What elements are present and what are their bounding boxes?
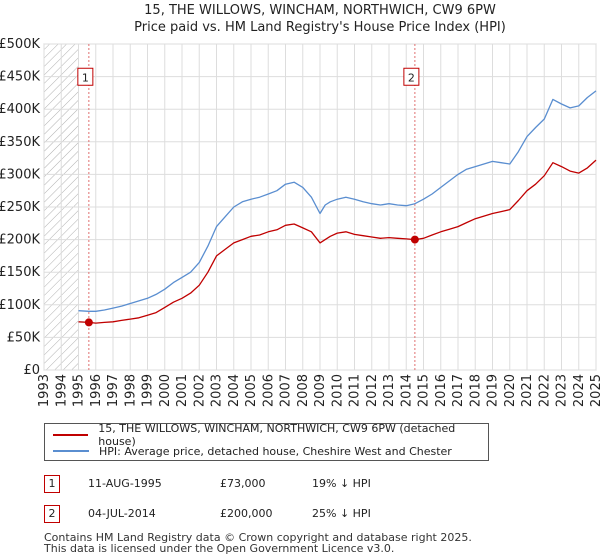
x-tick-label: 2014	[399, 374, 414, 407]
series	[78, 90, 597, 324]
x-tick-label: 2010	[330, 374, 345, 407]
x-tick-label: 2019	[486, 374, 501, 407]
price-paid-line	[78, 159, 597, 324]
y-tick-label: £400K	[0, 102, 40, 117]
sale-row: 2 04-JUL-2014 £200,000 25% ↓ HPI	[44, 505, 584, 525]
y-tick-label: £150K	[0, 265, 40, 280]
x-tick-label: 1994	[54, 374, 69, 407]
price-chart: 15, THE WILLOWS, WINCHAM, NORTHWICH, CW9…	[0, 3, 600, 407]
footer-line: This data is licensed under the Open Gov…	[44, 542, 395, 555]
x-tick-label: 2006	[261, 374, 276, 407]
sale-hpi-diff: 25% ↓ HPI	[312, 507, 371, 520]
sale-point	[410, 235, 419, 244]
annotation-label: 2	[408, 71, 415, 84]
x-tick-label: 1999	[141, 374, 156, 407]
x-tick-label: 2020	[503, 374, 518, 407]
sale-badge: 2	[44, 505, 60, 523]
y-tick-label: £250K	[0, 200, 40, 215]
x-tick-label: 2015	[417, 374, 432, 407]
y-tick-label: £50K	[7, 330, 41, 345]
y-tick-label: £350K	[0, 135, 40, 150]
x-tick-label: 2001	[175, 374, 190, 407]
x-tick-label: 2021	[520, 374, 535, 407]
x-tick-label: 1995	[72, 374, 87, 407]
x-tick-label: 2007	[279, 374, 294, 407]
annotation-box	[77, 67, 94, 86]
x-tick-label: 2016	[434, 374, 449, 407]
y-tick-label: £100K	[0, 298, 40, 313]
x-tick-label: 2023	[555, 374, 570, 407]
x-tick-label: 2003	[210, 374, 225, 407]
chart-title: 15, THE WILLOWS, WINCHAM, NORTHWICH, CW9…	[144, 3, 496, 18]
x-tick-label: 2025	[589, 374, 600, 407]
chart-subtitle: Price paid vs. HM Land Registry's House …	[134, 20, 506, 35]
x-tick-label: 2013	[382, 374, 397, 407]
x-tick-label: 2005	[244, 374, 259, 407]
sale-hpi-diff: 19% ↓ HPI	[312, 477, 371, 490]
x-tick-label: 2018	[468, 374, 483, 407]
sale-date: 11-AUG-1995	[88, 477, 162, 490]
x-tick-label: 2024	[572, 374, 587, 407]
y-tick-label: £450K	[0, 70, 40, 85]
x-axis: 1993 1994 1995 1996 1997 1998 1999 2000 2001 2002…	[37, 374, 600, 407]
y-tick-label: £0	[23, 363, 40, 378]
sale-points	[84, 235, 419, 327]
x-tick-label: 2017	[451, 374, 466, 407]
x-tick-label: 2012	[365, 374, 380, 407]
y-axis: £0 £50K £100K £150K £200K £250K £300K £350K £400…	[0, 37, 40, 378]
x-tick-label: 2004	[227, 374, 242, 407]
annotation-box	[403, 67, 420, 86]
sale-price: £73,000	[220, 477, 266, 490]
x-tick-label: 2002	[192, 374, 207, 407]
x-tick-label: 1993	[37, 374, 52, 407]
x-tick-label: 2022	[537, 374, 552, 407]
legend-item-price-paid: 15, THE WILLOWS, WINCHAM, NORTHWICH, CW9…	[53, 422, 488, 448]
legend-swatch-red	[53, 434, 89, 436]
x-tick-label: 2000	[158, 374, 173, 407]
legend-swatch-blue	[53, 450, 89, 452]
legend-label: HPI: Average price, detached house, Ches…	[99, 444, 452, 458]
annotation-label: 1	[82, 71, 89, 84]
x-tick-label: 1997	[106, 374, 121, 407]
sale-date: 04-JUL-2014	[88, 507, 156, 520]
legend-item-hpi: HPI: Average price, detached house, Ches…	[53, 443, 452, 459]
x-tick-label: 1996	[89, 374, 104, 407]
y-tick-label: £200K	[0, 233, 40, 248]
sale-point	[84, 318, 93, 327]
y-tick-label: £300K	[0, 167, 40, 182]
footer-line: Contains HM Land Registry data © Crown c…	[44, 531, 472, 544]
sale-price: £200,000	[220, 507, 273, 520]
x-tick-label: 2008	[296, 374, 311, 407]
y-tick-label: £500K	[0, 37, 40, 52]
hpi-line	[78, 90, 597, 312]
x-tick-label: 2009	[313, 374, 328, 407]
sale-row: 1 11-AUG-1995 £73,000 19% ↓ HPI	[44, 475, 584, 495]
legend-label: 15, THE WILLOWS, WINCHAM, NORTHWICH, CW9…	[98, 422, 456, 448]
grid	[43, 43, 597, 371]
x-tick-label: 2011	[348, 374, 363, 407]
sale-badge: 1	[44, 475, 60, 493]
footer: Contains HM Land Registry data © Crown c…	[44, 532, 472, 554]
x-tick-label: 1998	[123, 374, 138, 407]
legend: 15, THE WILLOWS, WINCHAM, NORTHWICH, CW9…	[44, 422, 489, 461]
